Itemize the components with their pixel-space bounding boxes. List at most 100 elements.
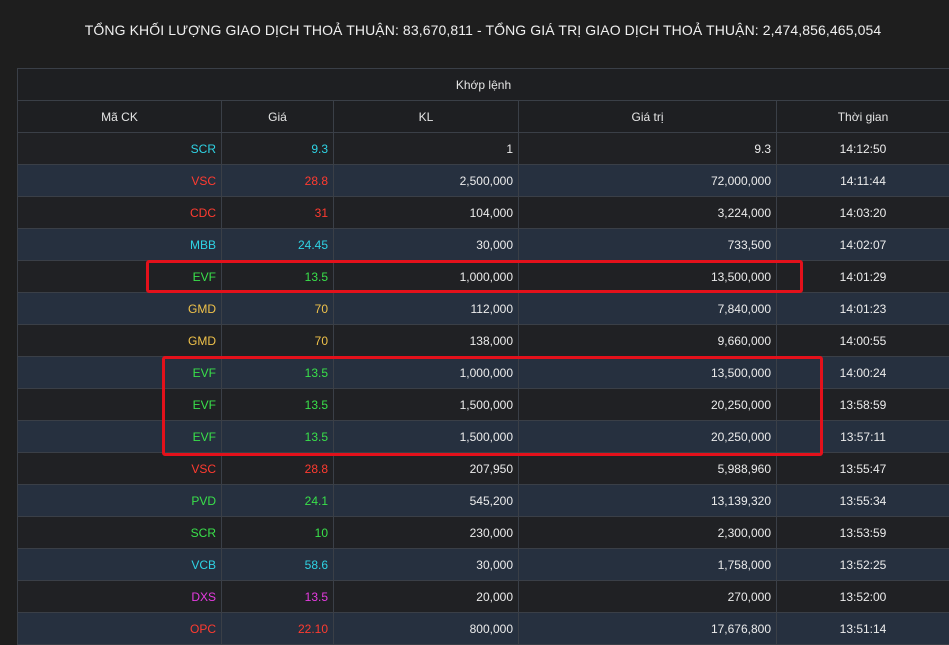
cell-price: 13.5 [222,357,334,389]
cell-time: 14:03:20 [777,197,949,229]
cell-value: 2,300,000 [519,517,777,549]
col-header-code[interactable]: Mã CK [18,101,222,133]
cell-price: 31 [222,197,334,229]
cell-price: 28.8 [222,453,334,485]
cell-price: 22.10 [222,613,334,645]
cell-time: 13:52:25 [777,549,949,581]
cell-code: EVF [18,389,222,421]
cell-value: 72,000,000 [519,165,777,197]
cell-value: 5,988,960 [519,453,777,485]
cell-time: 13:53:59 [777,517,949,549]
cell-time: 13:57:11 [777,421,949,453]
col-header-price[interactable]: Giá [222,101,334,133]
cell-value: 7,840,000 [519,293,777,325]
cell-price: 70 [222,325,334,357]
cell-value: 20,250,000 [519,421,777,453]
cell-time: 14:11:44 [777,165,949,197]
cell-value: 733,500 [519,229,777,261]
cell-value: 13,500,000 [519,357,777,389]
col-header-volume[interactable]: KL [334,101,519,133]
cell-price: 13.5 [222,581,334,613]
cell-code: SCR [18,517,222,549]
cell-time: 13:55:47 [777,453,949,485]
matched-orders-table-container: Khớp lệnh Mã CK Giá KL Giá trị Thời gian… [17,68,949,645]
cell-code: PVD [18,485,222,517]
cell-code: GMD [18,293,222,325]
cell-code: VSC [18,453,222,485]
cell-value: 13,139,320 [519,485,777,517]
cell-price: 13.5 [222,421,334,453]
col-header-value[interactable]: Giá trị [519,101,777,133]
cell-price: 24.1 [222,485,334,517]
col-header-time[interactable]: Thời gian [777,101,949,133]
group-header-matched: Khớp lệnh [18,69,949,101]
cell-time: 14:02:07 [777,229,949,261]
cell-volume: 1,000,000 [334,357,519,389]
cell-code: GMD [18,325,222,357]
cell-price: 13.5 [222,261,334,293]
cell-volume: 30,000 [334,229,519,261]
cell-volume: 1 [334,133,519,165]
cell-price: 9.3 [222,133,334,165]
cell-value: 9.3 [519,133,777,165]
cell-volume: 207,950 [334,453,519,485]
cell-code: VSC [18,165,222,197]
cell-price: 13.5 [222,389,334,421]
cell-time: 13:52:00 [777,581,949,613]
cell-code: OPC [18,613,222,645]
cell-code: DXS [18,581,222,613]
cell-value: 13,500,000 [519,261,777,293]
cell-time: 14:00:24 [777,357,949,389]
cell-value: 1,758,000 [519,549,777,581]
cell-volume: 1,500,000 [334,389,519,421]
cell-code: EVF [18,261,222,293]
cell-code: SCR [18,133,222,165]
summary-title: TỔNG KHỐI LƯỢNG GIAO DỊCH THOẢ THUẬN: 83… [0,22,949,38]
cell-time: 14:01:23 [777,293,949,325]
cell-time: 13:58:59 [777,389,949,421]
cell-volume: 230,000 [334,517,519,549]
cell-price: 58.6 [222,549,334,581]
cell-code: MBB [18,229,222,261]
cell-time: 14:01:29 [777,261,949,293]
cell-value: 3,224,000 [519,197,777,229]
cell-code: VCB [18,549,222,581]
cell-volume: 1,500,000 [334,421,519,453]
cell-code: EVF [18,421,222,453]
cell-value: 20,250,000 [519,389,777,421]
cell-time: 13:51:14 [777,613,949,645]
cell-price: 10 [222,517,334,549]
cell-price: 28.8 [222,165,334,197]
cell-volume: 20,000 [334,581,519,613]
cell-volume: 1,000,000 [334,261,519,293]
cell-volume: 104,000 [334,197,519,229]
cell-value: 9,660,000 [519,325,777,357]
cell-code: CDC [18,197,222,229]
cell-price: 70 [222,293,334,325]
cell-time: 13:55:34 [777,485,949,517]
cell-volume: 138,000 [334,325,519,357]
cell-time: 14:00:55 [777,325,949,357]
cell-value: 270,000 [519,581,777,613]
cell-volume: 112,000 [334,293,519,325]
cell-volume: 545,200 [334,485,519,517]
cell-price: 24.45 [222,229,334,261]
cell-volume: 800,000 [334,613,519,645]
